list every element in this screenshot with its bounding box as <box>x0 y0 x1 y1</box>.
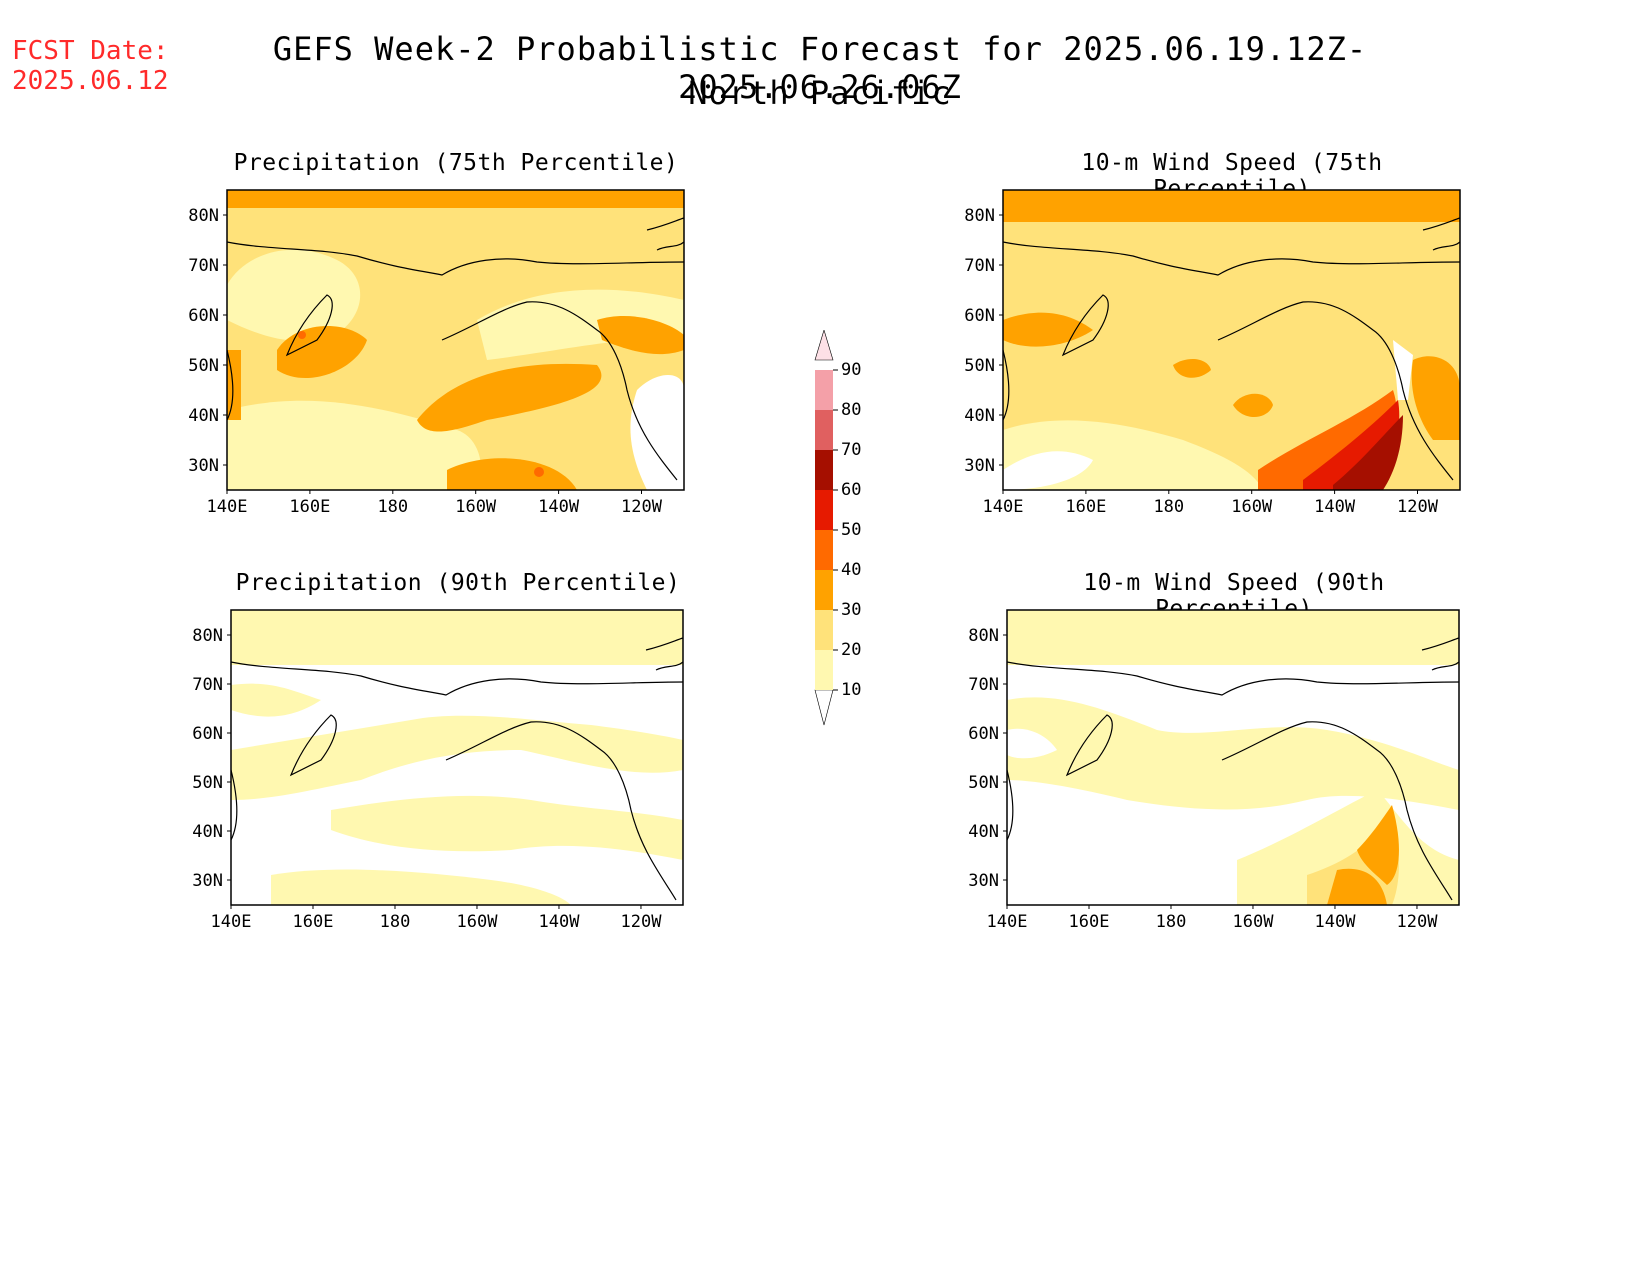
lat-tick-label: 50N <box>192 773 223 793</box>
lat-tick-label: 60N <box>968 724 999 744</box>
colorbar-swatch <box>815 410 833 450</box>
fcst-date-value: 2025.06.12 <box>12 66 169 96</box>
colorbar-label: 80 <box>841 400 861 420</box>
lat-tick-label: 60N <box>192 724 223 744</box>
lat-tick-label: 60N <box>964 306 995 326</box>
lon-tick-label: 180 <box>1156 912 1187 932</box>
colorbar-swatch <box>815 370 833 410</box>
lat-tick-label: 30N <box>192 871 223 891</box>
lat-tick-label: 70N <box>192 675 223 695</box>
lon-tick-label: 140W <box>538 912 580 932</box>
lat-tick-label: 80N <box>188 206 219 226</box>
panel-title-precip-75: Precipitation (75th Percentile) <box>233 150 679 176</box>
colorbar-label: 30 <box>841 600 861 620</box>
lon-tick-label: 140E <box>207 497 248 517</box>
lat-tick-label: 30N <box>964 456 995 476</box>
lon-tick-label: 180 <box>377 497 408 517</box>
colorbar-swatch <box>815 570 833 610</box>
lon-tick-label: 160E <box>289 497 330 517</box>
lat-tick-label: 50N <box>188 356 219 376</box>
lat-tick-label: 60N <box>188 306 219 326</box>
map-wind-75: 80N 70N 60N 50N 40N 30N 140E 160E 180 160W 140W 120… <box>964 189 1461 517</box>
lon-tick-label: 180 <box>380 912 411 932</box>
colorbar-swatch <box>815 530 833 570</box>
lon-tick-label: 160W <box>455 497 497 517</box>
lat-tick-label: 80N <box>964 206 995 226</box>
lat-tick-label: 30N <box>188 456 219 476</box>
lon-tick-label: 120W <box>1397 497 1439 517</box>
colorbar-swatch <box>815 490 833 530</box>
colorbar-bottom-cap <box>814 689 834 726</box>
colorbar-label: 70 <box>841 440 861 460</box>
colorbar-top-cap <box>814 330 834 361</box>
lon-tick-label: 140W <box>538 497 580 517</box>
lat-tick-label: 80N <box>968 626 999 646</box>
map-wind-90: 80N 70N 60N 50N 40N 30N 140E 160E 180 160W 140W 120… <box>968 609 1460 932</box>
colorbar-label: 20 <box>841 640 861 660</box>
lon-tick-label: 140E <box>987 912 1028 932</box>
lat-tick-label: 30N <box>968 871 999 891</box>
sub-title: North Pacific <box>688 74 952 112</box>
main-title: GEFS Week-2 Probabilistic Forecast for 2… <box>272 30 1368 106</box>
lon-tick-label: 120W <box>1396 912 1438 932</box>
colorbar-swatch <box>815 450 833 490</box>
lon-tick-label: 120W <box>621 497 663 517</box>
fcst-date: FCST Date: 2025.06.12 <box>12 36 169 96</box>
lat-tick-label: 40N <box>968 822 999 842</box>
lon-tick-label: 140E <box>211 912 252 932</box>
panel-title-wind-90: 10-m Wind Speed (90th Percentile) <box>1083 570 1385 622</box>
colorbar-swatch <box>815 650 833 690</box>
lon-tick-label: 160W <box>457 912 499 932</box>
colorbar-label: 10 <box>841 680 861 700</box>
colorbar-label: 90 <box>841 360 861 380</box>
panel-title-precip-90: Precipitation (90th Percentile) <box>235 570 681 596</box>
lat-tick-label: 40N <box>964 406 995 426</box>
lat-tick-label: 50N <box>964 356 995 376</box>
lon-tick-label: 180 <box>1153 497 1184 517</box>
lon-tick-label: 160E <box>1065 497 1106 517</box>
lon-tick-label: 120W <box>620 912 662 932</box>
lat-tick-label: 50N <box>968 773 999 793</box>
colorbar-label: 50 <box>841 520 861 540</box>
colorbar: 10 20 30 40 50 60 70 80 90 <box>814 330 861 726</box>
lon-tick-label: 160W <box>1233 912 1275 932</box>
map-precip-90: 80N 70N 60N 50N 40N 30N 140E 160E 180 160W 140W 120… <box>192 609 684 932</box>
lon-tick-label: 160W <box>1231 497 1273 517</box>
lat-tick-label: 40N <box>192 822 223 842</box>
fcst-date-label: FCST Date: <box>12 36 169 66</box>
lat-tick-label: 70N <box>964 256 995 276</box>
lat-tick-label: 70N <box>188 256 219 276</box>
lat-tick-label: 80N <box>192 626 223 646</box>
colorbar-label: 60 <box>841 480 861 500</box>
lon-tick-label: 140E <box>983 497 1024 517</box>
lat-tick-label: 40N <box>188 406 219 426</box>
lon-tick-label: 160E <box>1069 912 1110 932</box>
lat-tick-label: 70N <box>968 675 999 695</box>
colorbar-label: 40 <box>841 560 861 580</box>
map-precip-75: 80N 70N 60N 50N 40N 30N 140E 160E 180 160W 140W 120… <box>188 189 685 517</box>
lon-tick-label: 140W <box>1314 912 1356 932</box>
colorbar-swatch <box>815 610 833 650</box>
lon-tick-label: 140W <box>1314 497 1356 517</box>
lon-tick-label: 160E <box>293 912 334 932</box>
